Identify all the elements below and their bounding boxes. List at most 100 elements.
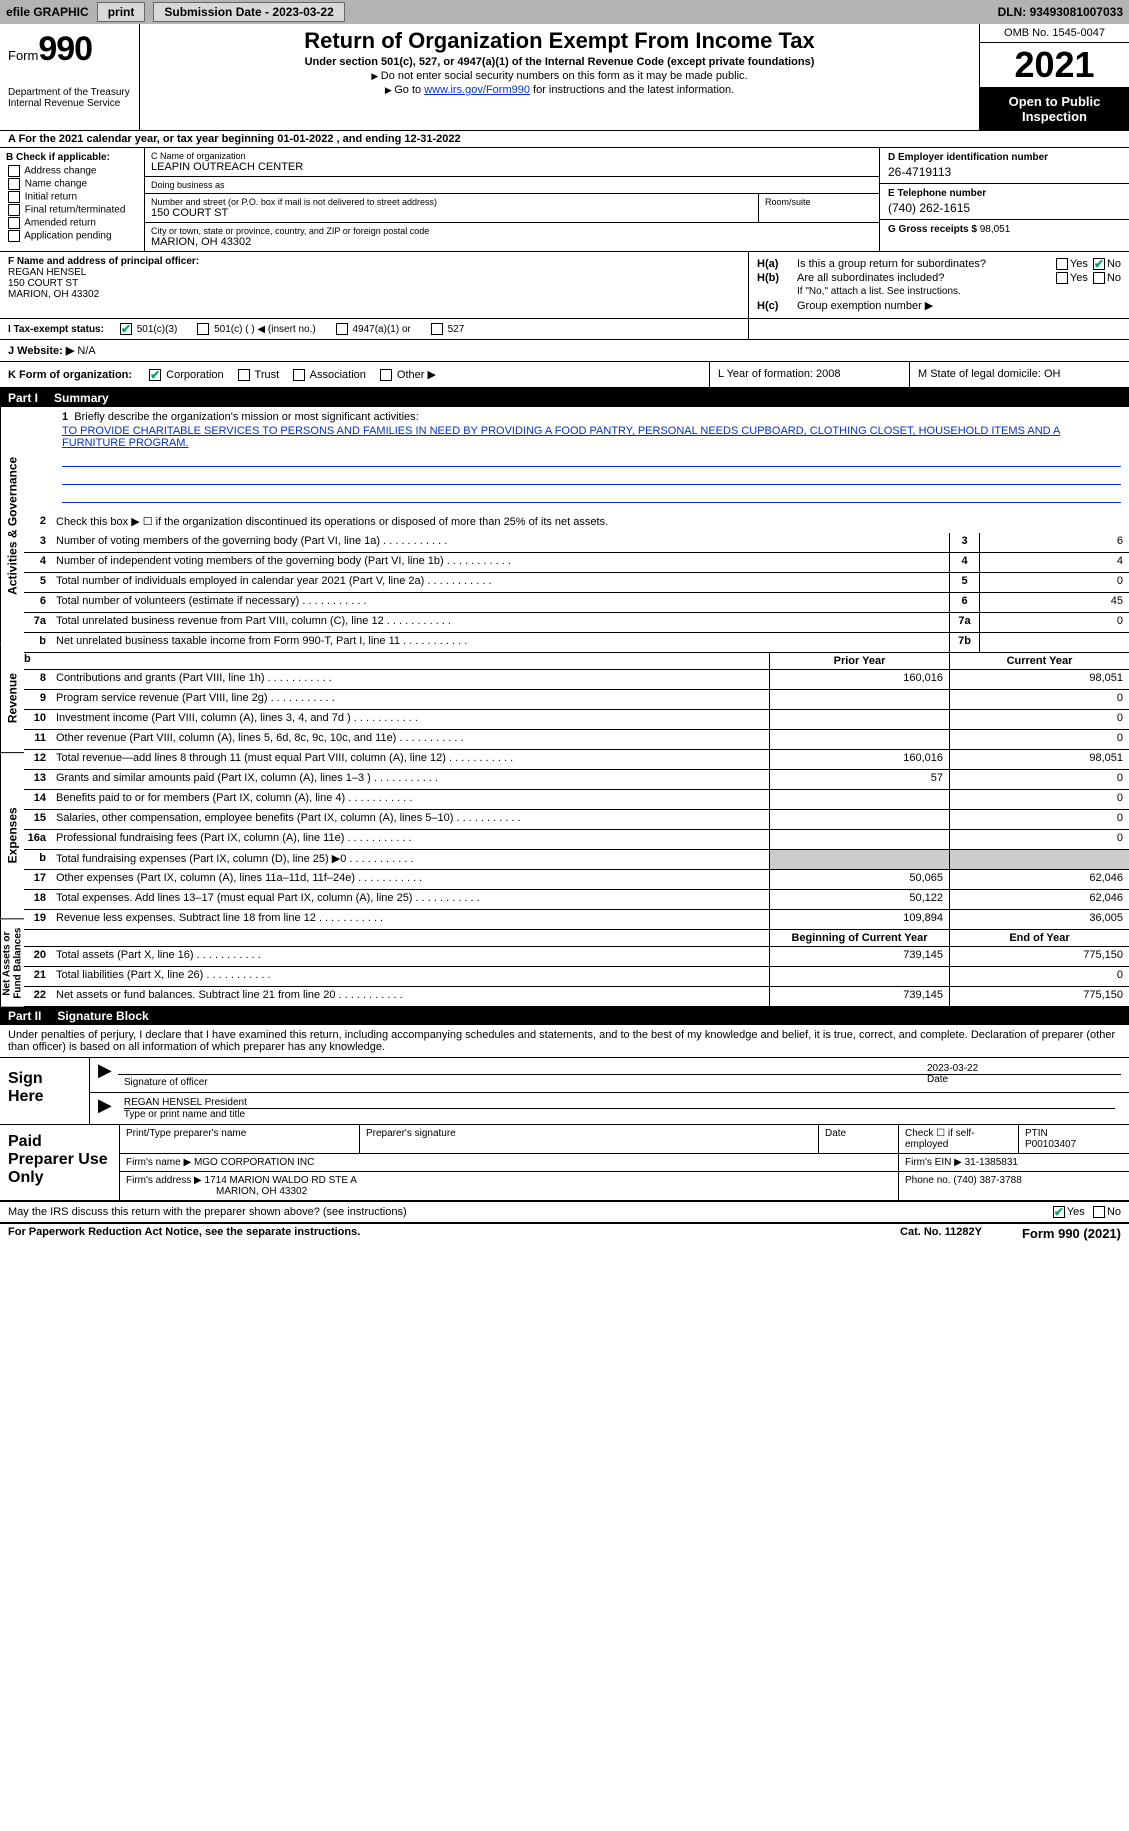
omb-number: OMB No. 1545-0047	[980, 24, 1129, 43]
addr-label: Number and street (or P.O. box if mail i…	[151, 197, 752, 207]
tax-status-option[interactable]: 4947(a)(1) or	[334, 324, 411, 335]
org-form-option[interactable]: Other ▶	[378, 369, 436, 381]
line-1-mission: 1 Briefly describe the organization's mi…	[24, 407, 1129, 513]
firm-phone: (740) 387-3788	[953, 1175, 1021, 1186]
summary-line: 19Revenue less expenses. Subtract line 1…	[24, 910, 1129, 930]
declaration-text: Under penalties of perjury, I declare th…	[0, 1025, 1129, 1058]
header-center: Return of Organization Exempt From Incom…	[140, 24, 979, 130]
self-employed-check[interactable]: Check ☐ if self-employed	[899, 1125, 1019, 1153]
org-name-label: C Name of organization	[151, 151, 873, 161]
col-d: D Employer identification number 26-4719…	[879, 148, 1129, 251]
summary-line: bNet unrelated business taxable income f…	[24, 633, 1129, 653]
open-inspection: Open to Public Inspection	[980, 88, 1129, 130]
tax-status-option[interactable]: 501(c)(3)	[118, 324, 177, 335]
hb-no-checkbox[interactable]	[1093, 272, 1105, 284]
summary-line: 12Total revenue—add lines 8 through 11 (…	[24, 750, 1129, 770]
summary-line: 6Total number of volunteers (estimate if…	[24, 593, 1129, 613]
irs-link[interactable]: www.irs.gov/Form990	[424, 84, 530, 96]
discuss-yes-checkbox[interactable]	[1053, 1206, 1065, 1218]
preparer-sig-label: Preparer's signature	[360, 1125, 819, 1153]
summary-line: 21Total liabilities (Part X, line 26) 0	[24, 967, 1129, 987]
summary-line: 8Contributions and grants (Part VIII, li…	[24, 670, 1129, 690]
side-expenses: Expenses	[0, 753, 24, 919]
org-form-option[interactable]: Corporation	[147, 369, 224, 381]
side-activities: Activities & Governance	[0, 407, 24, 644]
col-b-item[interactable]: Final return/terminated	[6, 204, 138, 216]
section-i-row: I Tax-exempt status: 501(c)(3) 501(c) ( …	[0, 319, 1129, 340]
org-form-option[interactable]: Association	[291, 369, 366, 381]
print-button[interactable]: print	[97, 2, 146, 22]
state-domicile: OH	[1044, 368, 1061, 380]
note-link: Go to www.irs.gov/Form990 for instructio…	[148, 84, 971, 96]
col-b-item[interactable]: Application pending	[6, 230, 138, 242]
firm-addr1: 1714 MARION WALDO RD STE A	[205, 1175, 357, 1186]
section-j-website: J Website: ▶ N/A	[0, 340, 1129, 362]
year-columns-header: b Prior Year Current Year	[24, 653, 1129, 670]
org-form-option[interactable]: Trust	[236, 369, 280, 381]
section-klm: K Form of organization: Corporation Trus…	[0, 362, 1129, 389]
sign-here-row: Sign Here ▶ Signature of officer 2023-03…	[0, 1058, 1129, 1125]
firm-ein: 31-1385831	[965, 1157, 1018, 1168]
summary-line: bTotal fundraising expenses (Part IX, co…	[24, 850, 1129, 870]
gross-value: 98,051	[980, 224, 1011, 235]
summary-line: 4Number of independent voting members of…	[24, 553, 1129, 573]
form-title: Return of Organization Exempt From Incom…	[148, 28, 971, 54]
page-footer: For Paperwork Reduction Act Notice, see …	[0, 1224, 1129, 1243]
section-fh: F Name and address of principal officer:…	[0, 252, 1129, 319]
balance-columns-header: Beginning of Current Year End of Year	[24, 930, 1129, 947]
gross-label: G Gross receipts $	[888, 224, 980, 235]
summary-line: 14Benefits paid to or for members (Part …	[24, 790, 1129, 810]
col-b-item[interactable]: Address change	[6, 165, 138, 177]
part-ii-header: Part II Signature Block	[0, 1007, 1129, 1025]
officer-name: REGAN HENSEL	[8, 267, 740, 278]
summary-line: 16aProfessional fundraising fees (Part I…	[24, 830, 1129, 850]
summary-line: 11Other revenue (Part VIII, column (A), …	[24, 730, 1129, 750]
paid-preparer-row: Paid Preparer Use Only Print/Type prepar…	[0, 1125, 1129, 1202]
name-arrow-icon: ▶	[98, 1095, 112, 1122]
ptin-value: P00103407	[1025, 1139, 1123, 1150]
website-value: N/A	[77, 345, 95, 357]
tax-status-option[interactable]: 501(c) ( ) ◀ (insert no.)	[195, 324, 315, 335]
tax-status-option[interactable]: 527	[429, 324, 464, 335]
dept-treasury: Department of the Treasury	[8, 87, 131, 98]
col-f-officer: F Name and address of principal officer:…	[0, 252, 749, 318]
ein-value: 26-4719113	[888, 165, 1121, 179]
discuss-question: May the IRS discuss this return with the…	[0, 1202, 1129, 1224]
form-number: Form990	[8, 30, 131, 69]
city-value: MARION, OH 43302	[151, 236, 873, 248]
col-b-item[interactable]: Name change	[6, 178, 138, 190]
ha-yes-checkbox[interactable]	[1056, 258, 1068, 270]
col-b-checkboxes: B Check if applicable: Address change Na…	[0, 148, 145, 251]
org-name: LEAPIN OUTREACH CENTER	[151, 161, 873, 173]
summary-line: 5Total number of individuals employed in…	[24, 573, 1129, 593]
col-b-item[interactable]: Amended return	[6, 217, 138, 229]
paperwork-notice: For Paperwork Reduction Act Notice, see …	[8, 1226, 900, 1241]
ha-no-checkbox[interactable]	[1093, 258, 1105, 270]
room-label: Room/suite	[765, 197, 873, 207]
officer-printed-name: REGAN HENSEL President	[124, 1097, 1115, 1108]
efile-label: efile GRAPHIC	[6, 5, 89, 19]
sig-date-label: Date	[927, 1074, 948, 1085]
section-bcd: B Check if applicable: Address change Na…	[0, 148, 1129, 252]
tel-label: E Telephone number	[888, 188, 1121, 199]
header-right: OMB No. 1545-0047 2021 Open to Public In…	[979, 24, 1129, 130]
summary-line: 13Grants and similar amounts paid (Part …	[24, 770, 1129, 790]
col-b-item[interactable]: Initial return	[6, 191, 138, 203]
summary-line: 20Total assets (Part X, line 16) 739,145…	[24, 947, 1129, 967]
hb-yes-checkbox[interactable]	[1056, 272, 1068, 284]
sign-here-label: Sign Here	[0, 1058, 90, 1124]
header-left: Form990 Department of the Treasury Inter…	[0, 24, 140, 130]
tel-value: (740) 262-1615	[888, 201, 1121, 215]
line-2: Check this box ▶ ☐ if the organization d…	[52, 513, 1129, 533]
discuss-no-checkbox[interactable]	[1093, 1206, 1105, 1218]
efile-topbar: efile GRAPHIC print Submission Date - 20…	[0, 0, 1129, 24]
form-subtitle: Under section 501(c), 527, or 4947(a)(1)…	[148, 56, 971, 68]
dba-label: Doing business as	[151, 180, 873, 190]
irs-label: Internal Revenue Service	[8, 98, 131, 109]
tax-year: 2021	[980, 43, 1129, 88]
summary-line: 3Number of voting members of the governi…	[24, 533, 1129, 553]
preparer-date-label: Date	[819, 1125, 899, 1153]
row-a-tax-year: A For the 2021 calendar year, or tax yea…	[0, 131, 1129, 148]
summary-line: 10Investment income (Part VIII, column (…	[24, 710, 1129, 730]
col-h-group: H(a) Is this a group return for subordin…	[749, 252, 1129, 318]
